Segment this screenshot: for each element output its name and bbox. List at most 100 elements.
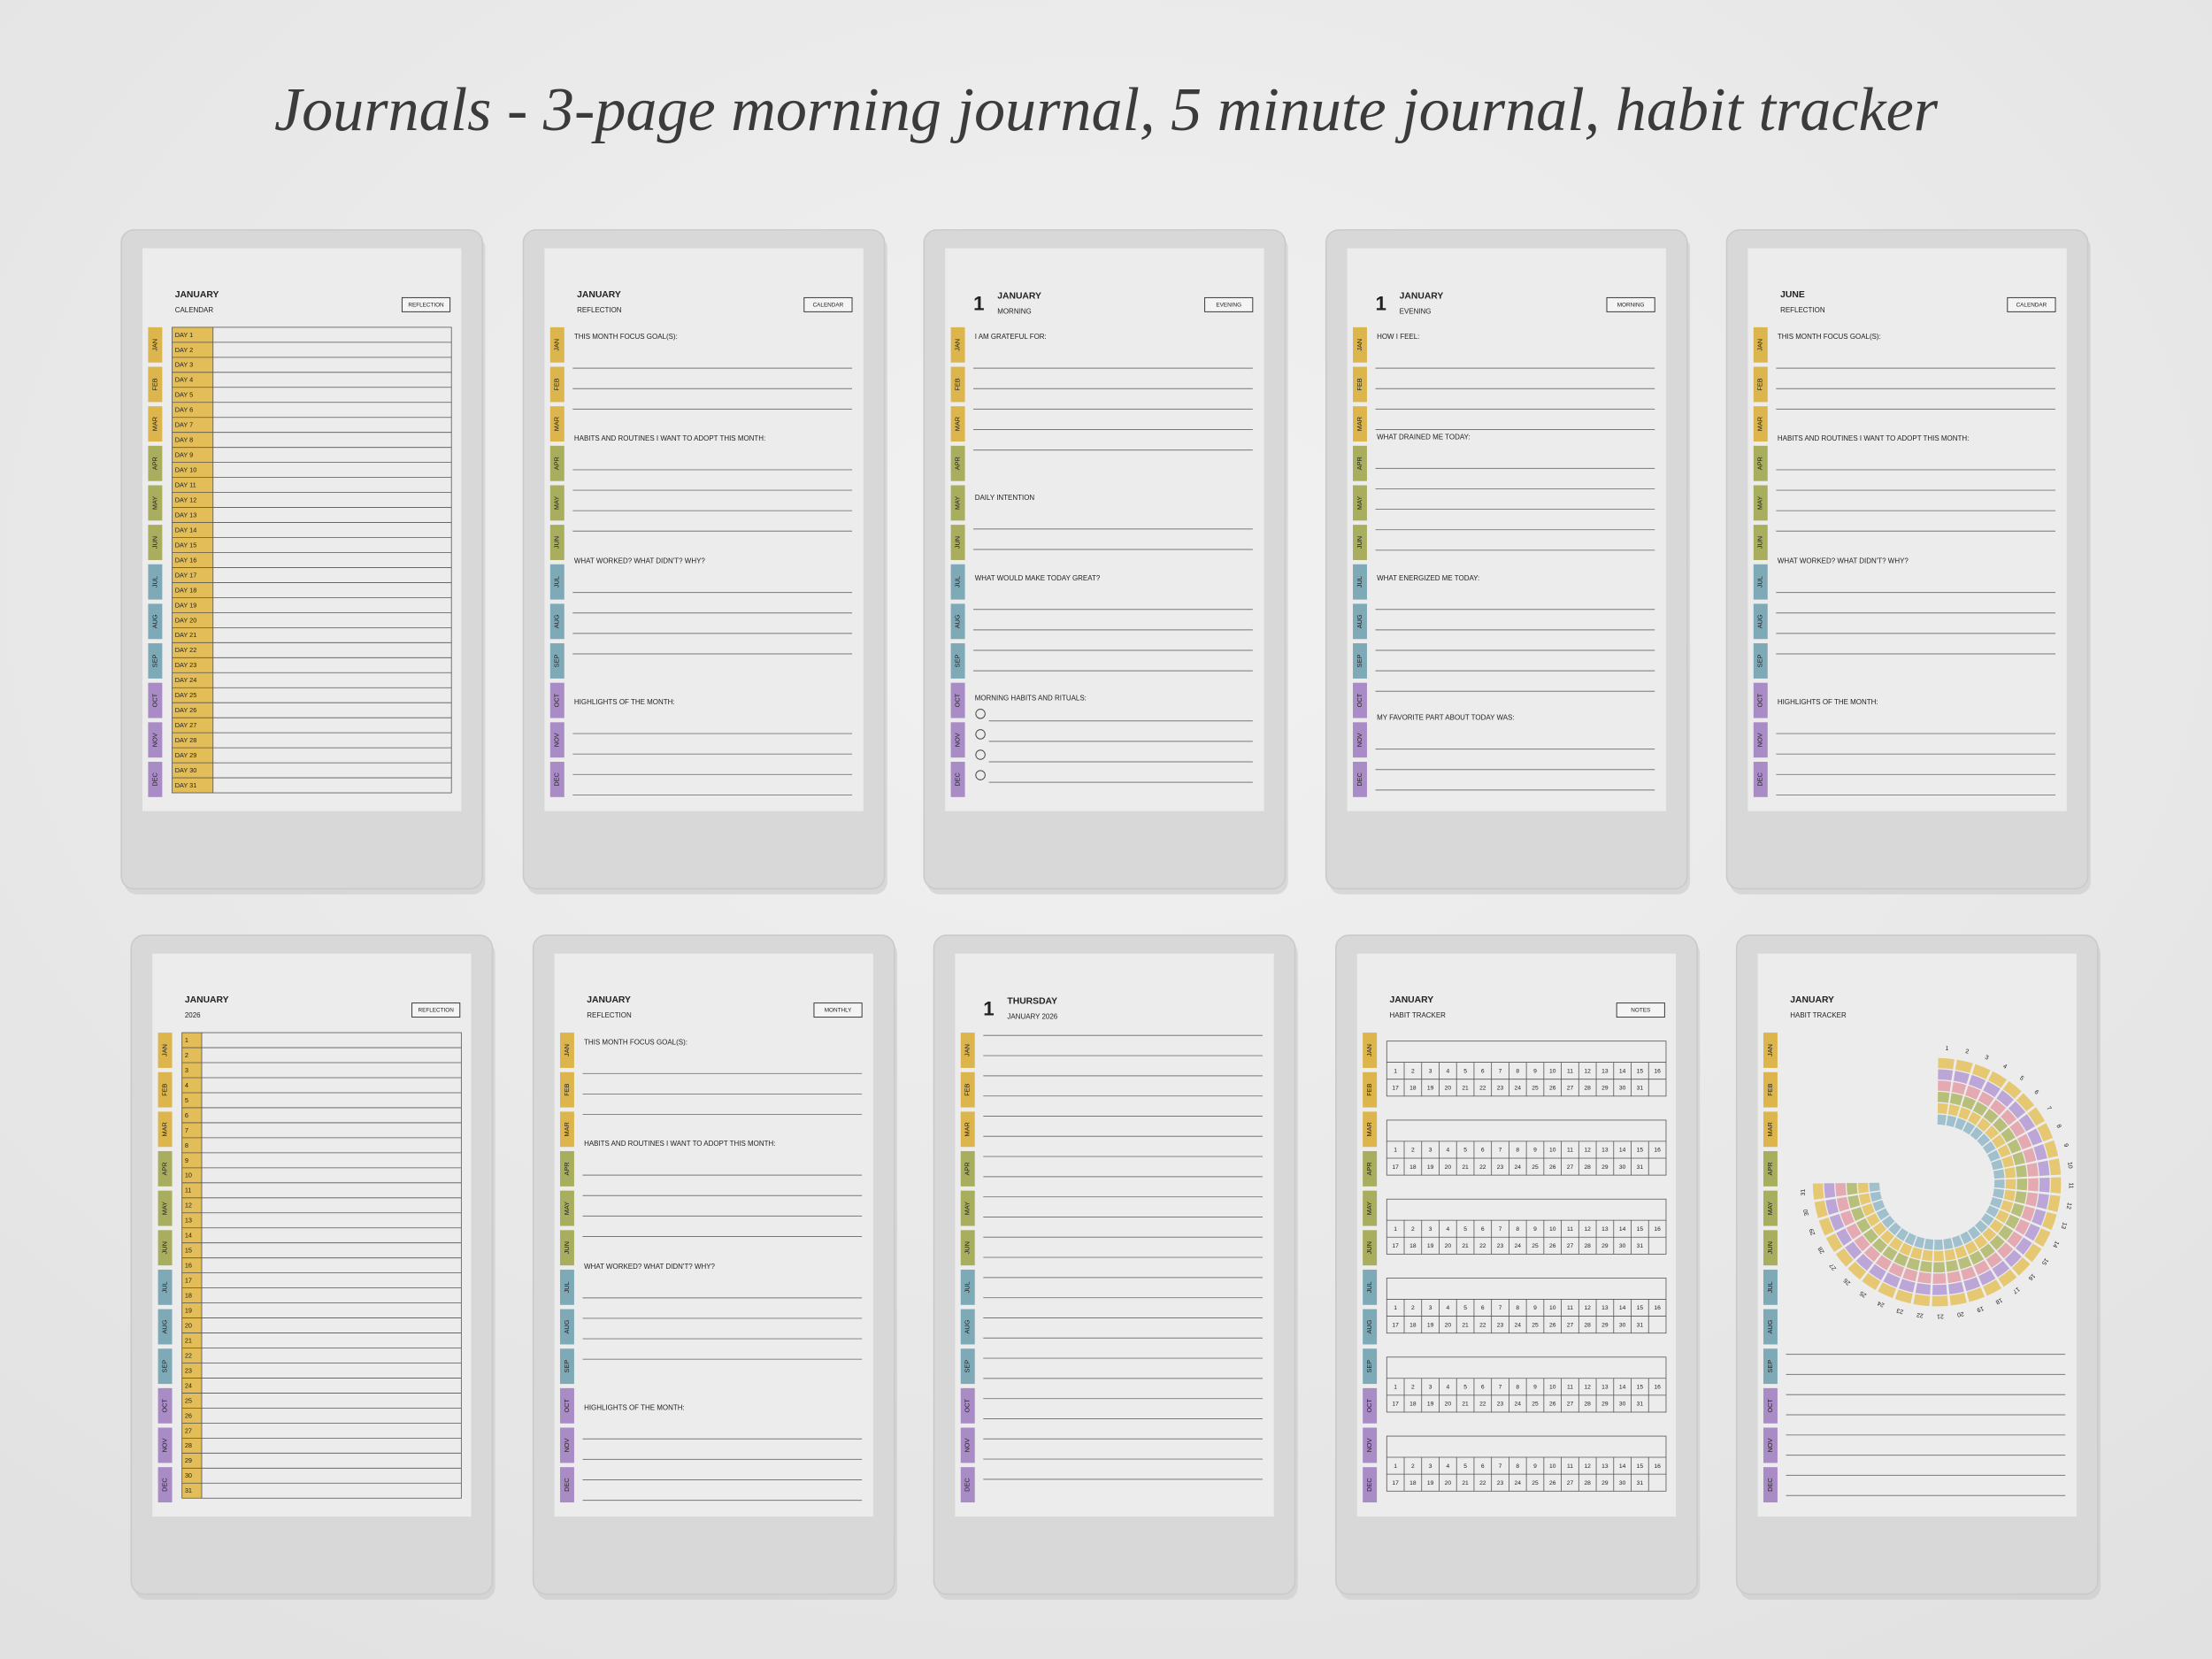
tracker-segment[interactable] [2015,1237,2032,1256]
nav-button[interactable]: MONTHLY [825,1008,852,1014]
tracker-segment[interactable] [1947,1271,1962,1284]
day-cell[interactable]: 8 [1516,1148,1519,1154]
day-cell[interactable]: 18 [1409,1322,1417,1328]
day-cell[interactable]: 31 [1637,1164,1644,1171]
day-cell[interactable]: 27 [1567,1086,1574,1092]
tracker-segment[interactable] [1960,1231,1972,1245]
day-cell[interactable]: 19 [1427,1243,1434,1249]
day-cell[interactable]: 2 [1411,1226,1415,1233]
tracker-segment[interactable] [1904,1233,1916,1246]
tracker-segment[interactable] [2007,1139,2022,1154]
day-cell[interactable]: 21 [1462,1086,1469,1092]
day-cell[interactable]: 27 [1567,1243,1574,1249]
tracker-segment[interactable] [1982,1141,1996,1154]
day-cell[interactable]: 13 [1601,1226,1609,1233]
day-cell[interactable]: 24 [1515,1243,1522,1249]
day-cell[interactable]: 14 [1619,1068,1626,1074]
day-cell[interactable]: 9 [1533,1385,1537,1391]
day-cell[interactable]: 2 [1411,1068,1415,1074]
day-cell[interactable]: 20 [1445,1243,1452,1249]
tracker-segment[interactable] [1869,1263,1886,1280]
tracker-segment[interactable] [1883,1272,1901,1288]
tracker-segment[interactable] [2047,1194,2061,1212]
day-cell[interactable]: 23 [1497,1322,1504,1328]
tracker-segment[interactable] [1932,1284,1947,1295]
day-cell[interactable]: 22 [1479,1322,1486,1328]
day-cell[interactable]: 28 [1584,1322,1591,1328]
tracker-segment[interactable] [2033,1144,2047,1161]
tracker-segment[interactable] [1933,1250,1945,1262]
tracker-segment[interactable] [1862,1272,1881,1291]
day-cell[interactable]: 21 [1462,1322,1469,1328]
tracker-segment[interactable] [1955,1245,1968,1259]
day-cell[interactable]: 26 [1549,1086,1556,1092]
day-cell[interactable]: 21 [1462,1164,1469,1171]
day-cell[interactable]: 12 [1584,1068,1591,1074]
tracker-segment[interactable] [2012,1257,2031,1276]
day-cell[interactable]: 14 [1619,1148,1626,1154]
day-cell[interactable]: 5 [1463,1068,1467,1074]
tracker-segment[interactable] [1990,1099,2007,1116]
tracker-segment[interactable] [1947,1103,1960,1117]
tracker-segment[interactable] [1972,1101,1988,1117]
day-cell[interactable]: 16 [1654,1226,1661,1233]
tracker-segment[interactable] [1953,1071,1970,1084]
tracker-segment[interactable] [1978,1091,1994,1107]
tracker-segment[interactable] [2007,1231,2023,1248]
day-cell[interactable]: 31 [1637,1322,1644,1328]
tracker-segment[interactable] [2026,1163,2039,1177]
tracker-segment[interactable] [2002,1080,2022,1099]
day-cell[interactable]: 16 [1654,1385,1661,1391]
tracker-segment[interactable] [2050,1177,2062,1194]
day-cell[interactable]: 28 [1584,1164,1591,1171]
tracker-segment[interactable] [1938,1069,1954,1081]
tracker-segment[interactable] [1824,1183,1836,1199]
day-cell[interactable]: 1 [1394,1385,1397,1391]
day-cell[interactable]: 5 [1463,1385,1467,1391]
day-cell[interactable]: 27 [1567,1480,1574,1486]
day-cell[interactable]: 25 [1532,1322,1539,1328]
tracker-segment[interactable] [1847,1194,1861,1209]
day-cell[interactable]: 20 [1445,1480,1452,1486]
day-cell[interactable]: 30 [1619,1243,1626,1249]
day-cell[interactable]: 26 [1549,1480,1556,1486]
tracker-segment[interactable] [1854,1235,1870,1252]
day-cell[interactable]: 10 [1549,1385,1556,1391]
day-cell[interactable]: 1 [1394,1305,1397,1311]
day-cell[interactable]: 16 [1654,1463,1661,1470]
tracker-segment[interactable] [1997,1242,2014,1259]
day-cell[interactable]: 7 [1499,1226,1502,1233]
checkbox[interactable] [975,729,986,740]
day-cell[interactable]: 6 [1481,1463,1485,1470]
day-cell[interactable]: 2 [1411,1463,1415,1470]
tracker-segment[interactable] [1899,1242,1913,1256]
tracker-segment[interactable] [1992,1134,2006,1148]
tracker-segment[interactable] [2001,1127,2016,1143]
day-cell[interactable]: 17 [1392,1322,1399,1328]
tracker-segment[interactable] [1962,1121,1976,1135]
tracker-segment[interactable] [1889,1237,1903,1251]
day-cell[interactable]: 19 [1427,1164,1434,1171]
tracker-segment[interactable] [1993,1188,2005,1199]
tracker-segment[interactable] [1977,1133,1991,1147]
tracker-segment[interactable] [1863,1228,1878,1244]
tracker-segment[interactable] [1881,1215,1895,1229]
tracker-segment[interactable] [2037,1123,2054,1142]
tracker-segment[interactable] [1993,1179,2005,1189]
tracker-segment[interactable] [2027,1107,2046,1126]
day-cell[interactable]: 3 [1429,1068,1432,1074]
tracker-segment[interactable] [1934,1239,1944,1250]
tracker-segment[interactable] [1979,1243,1995,1259]
day-cell[interactable]: 30 [1619,1086,1626,1092]
tracker-segment[interactable] [1876,1208,1890,1221]
tracker-segment[interactable] [1982,1227,1997,1242]
tracker-segment[interactable] [2016,1178,2028,1191]
day-cell[interactable]: 23 [1497,1086,1504,1092]
tracker-segment[interactable] [1946,1115,1957,1127]
tracker-segment[interactable] [1992,1260,2010,1278]
day-cell[interactable]: 21 [1462,1402,1469,1408]
nav-button[interactable]: CALENDAR [813,303,844,309]
day-cell[interactable]: 26 [1549,1402,1556,1408]
day-cell[interactable]: 17 [1392,1402,1399,1408]
day-cell[interactable]: 13 [1601,1148,1609,1154]
